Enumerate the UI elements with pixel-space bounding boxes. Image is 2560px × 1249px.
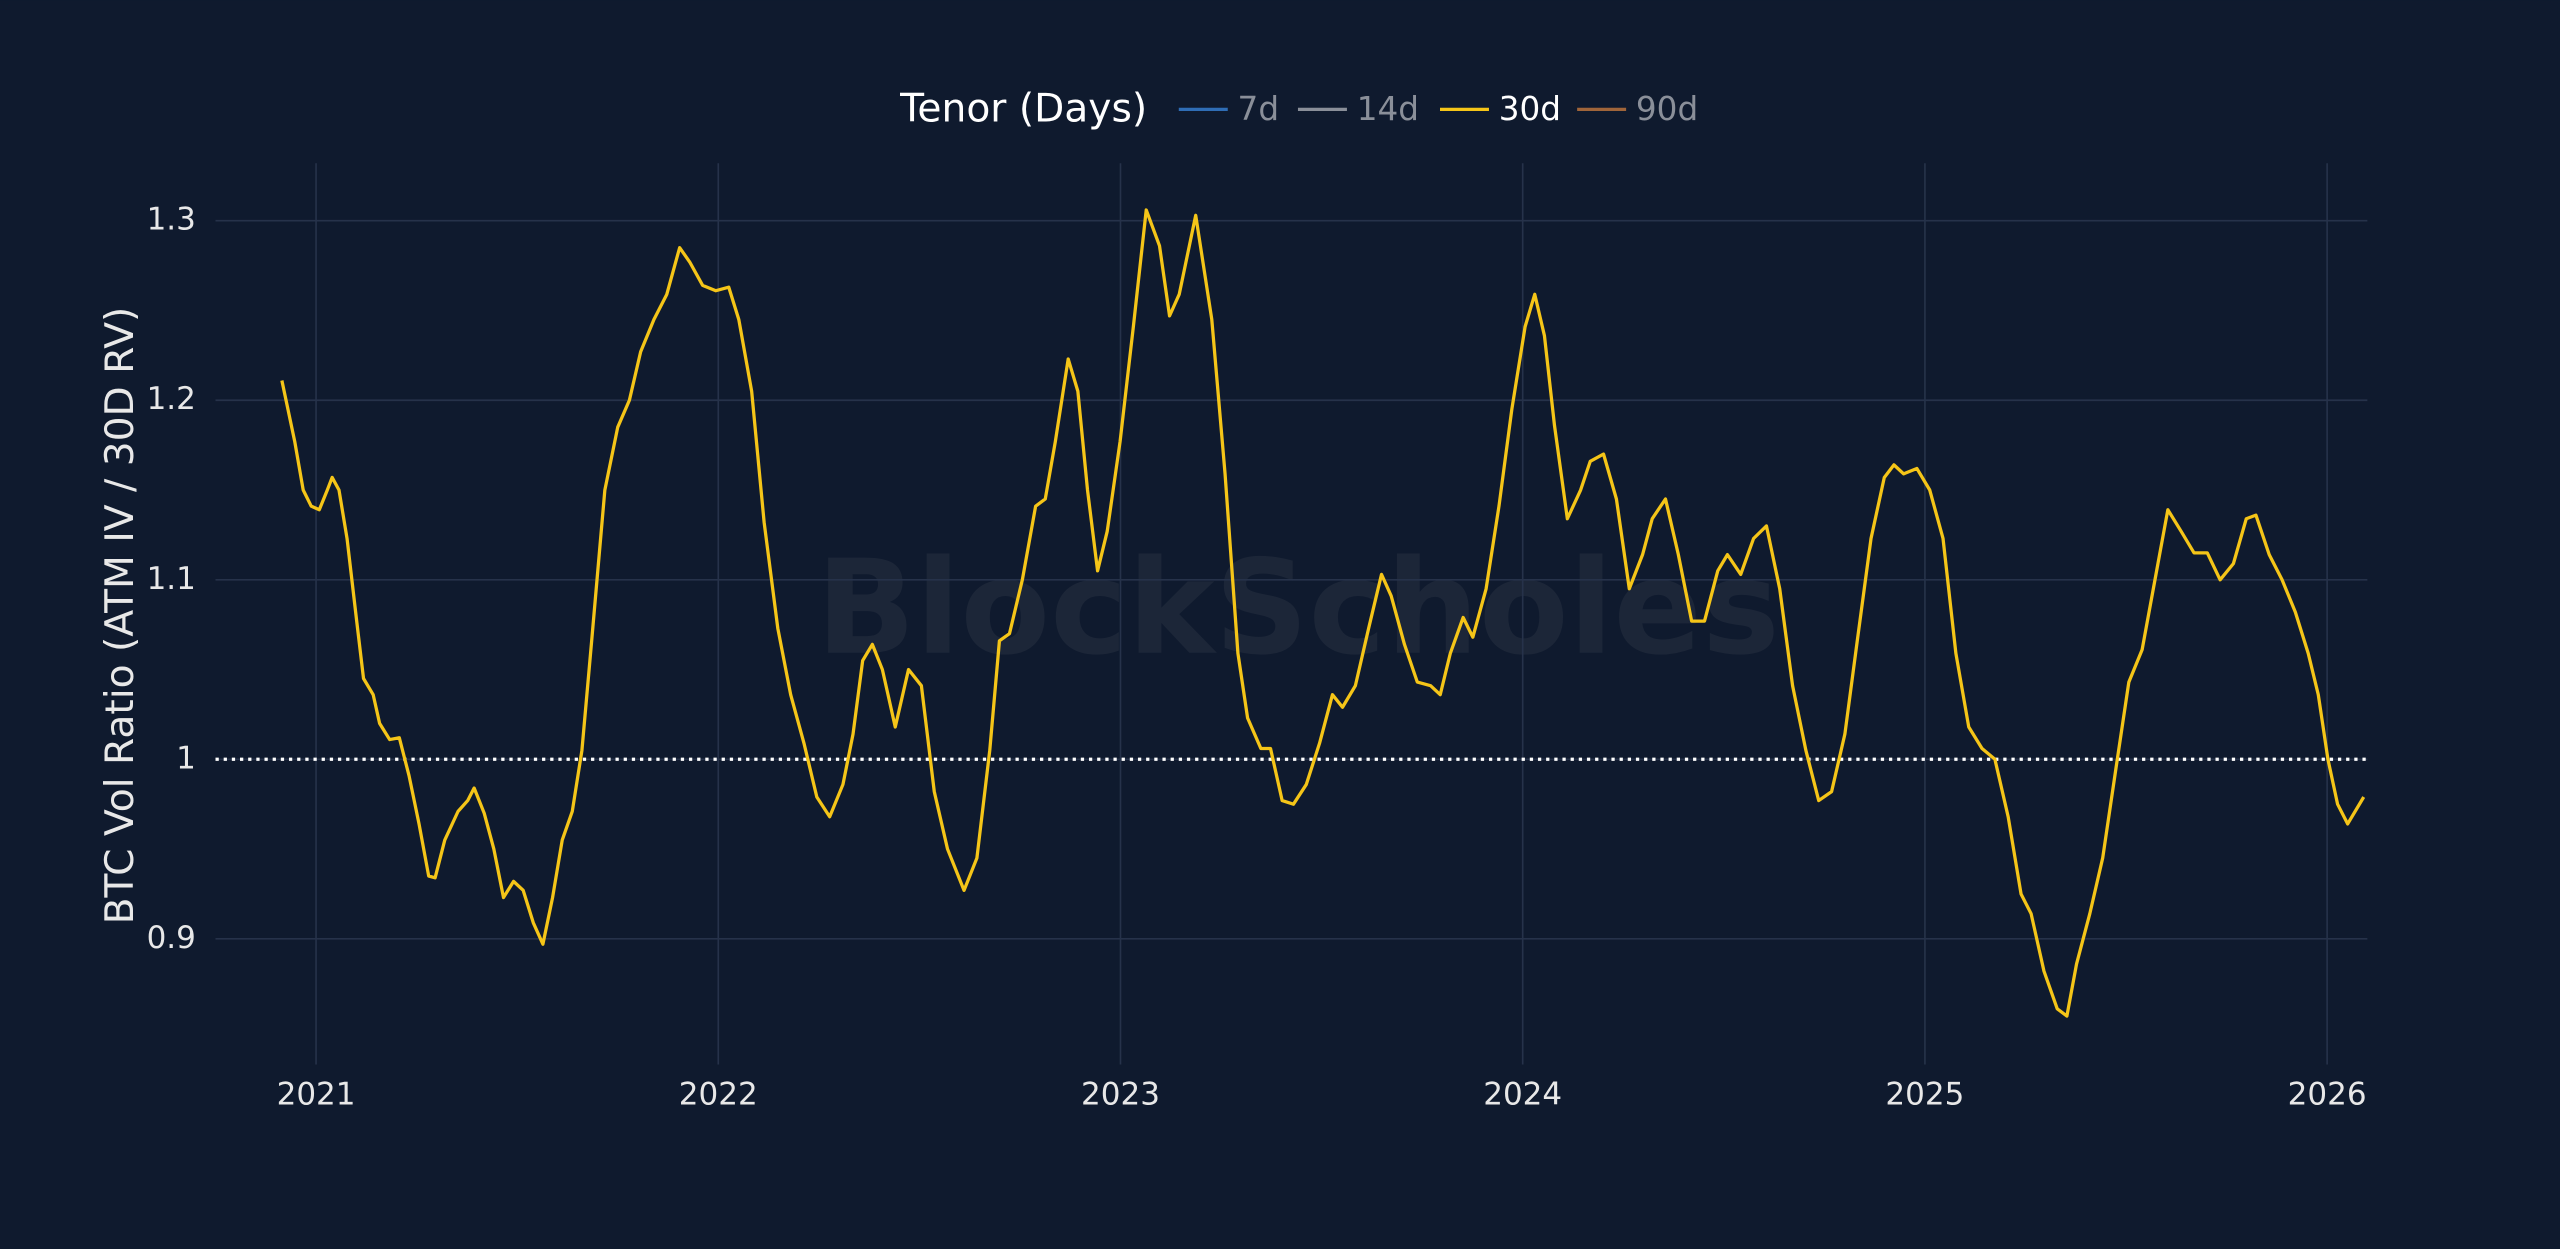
legend-label[interactable]: 90d xyxy=(1636,90,1698,128)
legend-label[interactable]: 30d xyxy=(1499,90,1561,128)
y-axis-title: BTC Vol Ratio (ATM IV / 30D RV) xyxy=(98,307,143,925)
y-tick-label: 0.9 xyxy=(147,920,196,956)
y-tick-label: 1.3 xyxy=(147,202,196,238)
x-tick-label: 2025 xyxy=(1885,1077,1964,1113)
watermark: BlockScholes xyxy=(816,532,1780,684)
legend-label[interactable]: 7d xyxy=(1238,90,1280,128)
y-tick-label: 1.1 xyxy=(147,561,196,597)
legend-title: Tenor (Days) xyxy=(899,87,1147,132)
y-tick-label: 1 xyxy=(176,740,196,776)
x-tick-label: 2022 xyxy=(679,1077,758,1113)
x-tick-label: 2026 xyxy=(2288,1077,2367,1113)
legend-label[interactable]: 14d xyxy=(1357,90,1419,128)
y-tick-label: 1.2 xyxy=(147,381,196,417)
x-tick-label: 2021 xyxy=(277,1077,356,1113)
series-line xyxy=(280,208,2366,1018)
x-tick-label: 2024 xyxy=(1483,1077,1562,1113)
x-tick-label: 2023 xyxy=(1081,1077,1160,1113)
